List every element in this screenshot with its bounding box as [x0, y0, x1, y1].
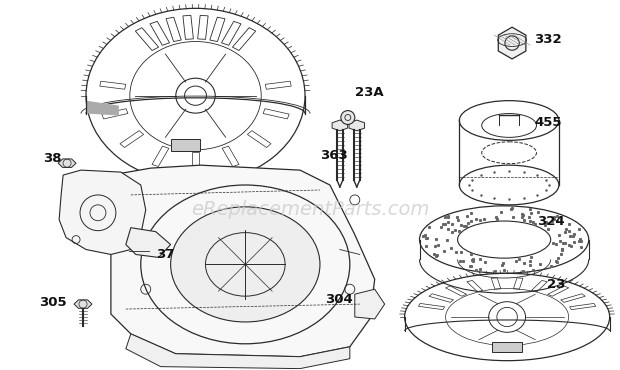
Polygon shape [59, 170, 146, 255]
Ellipse shape [141, 185, 350, 344]
Polygon shape [355, 289, 384, 319]
Circle shape [341, 111, 355, 124]
Text: 38: 38 [43, 152, 62, 165]
Polygon shape [58, 159, 76, 167]
Text: 304: 304 [325, 293, 353, 306]
Polygon shape [86, 101, 119, 115]
Text: eReplacementParts.com: eReplacementParts.com [191, 200, 429, 219]
Text: 305: 305 [39, 296, 67, 309]
Polygon shape [126, 228, 171, 258]
Text: 332: 332 [534, 33, 562, 46]
Polygon shape [498, 27, 526, 59]
Polygon shape [126, 334, 350, 369]
Polygon shape [332, 120, 348, 131]
Polygon shape [111, 165, 374, 357]
Text: 363: 363 [320, 149, 348, 162]
FancyBboxPatch shape [492, 342, 522, 352]
Polygon shape [349, 120, 365, 131]
Text: 455: 455 [534, 116, 562, 129]
Text: 23: 23 [547, 278, 565, 291]
Ellipse shape [170, 207, 320, 322]
Text: 324: 324 [537, 215, 565, 228]
FancyBboxPatch shape [170, 139, 200, 151]
Text: 23A: 23A [355, 86, 383, 99]
Polygon shape [74, 300, 92, 308]
Text: 37: 37 [156, 248, 174, 261]
